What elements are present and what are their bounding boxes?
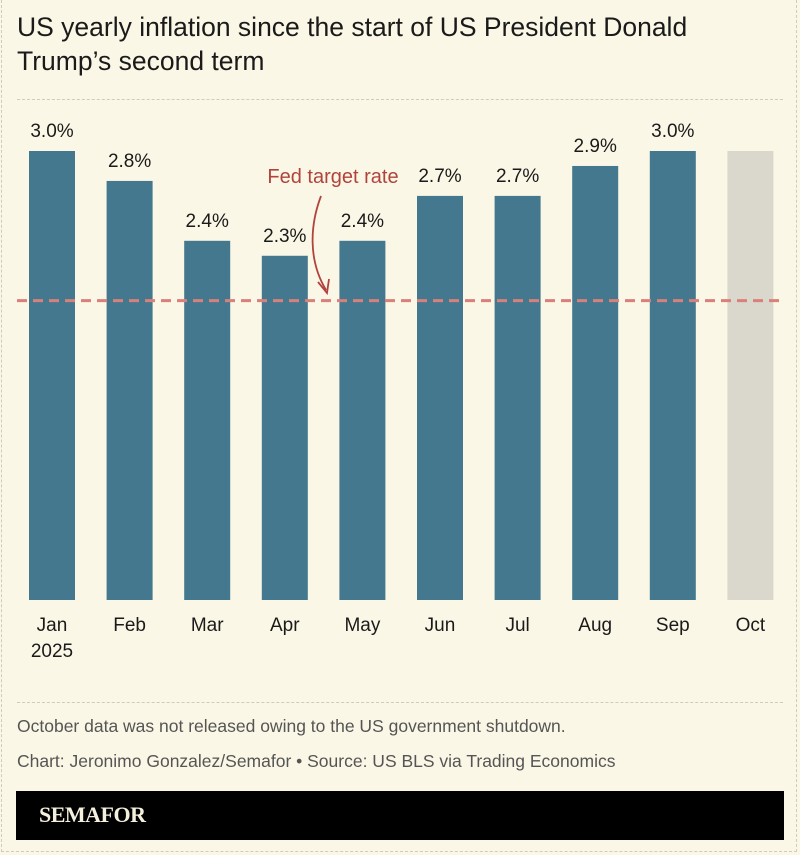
x-tick-label: Sep — [656, 615, 690, 636]
data-label: 2.9% — [574, 136, 617, 157]
divider — [17, 702, 783, 703]
x-tick-label: Apr — [270, 615, 300, 636]
data-label: 2.3% — [263, 226, 306, 247]
bar-chart: 3.0% Jan 2025 2.8% Feb 2.4% Mar 2.3% Apr 2.4% May 2… — [17, 121, 783, 662]
semafor-logo: SEMAFOR — [39, 802, 146, 827]
bar-mar — [184, 240, 231, 601]
data-label: 3.0% — [651, 121, 694, 142]
fed-target-label: Fed target rate — [267, 166, 398, 188]
bar-jan — [29, 151, 75, 600]
x-tick-label: Jun — [425, 615, 456, 636]
annotation-arrow — [311, 195, 327, 291]
data-label: 3.0% — [30, 121, 73, 142]
bar-jun — [417, 195, 463, 600]
bar-sep — [649, 151, 696, 600]
data-label: 2.8% — [108, 151, 151, 172]
bar-placeholder-oct — [727, 151, 774, 600]
bar-jul — [494, 195, 541, 600]
bar-feb — [106, 180, 153, 600]
bar-aug — [572, 165, 619, 600]
divider — [17, 99, 783, 100]
x-tick-label: Mar — [191, 615, 224, 636]
x-tick-label: Feb — [113, 615, 146, 636]
x-tick-label: May — [344, 615, 380, 636]
x-tick-label: Aug — [578, 615, 612, 636]
x-tick-sublabel: 2025 — [31, 641, 73, 662]
bar-apr — [261, 255, 308, 600]
brand-bar: SEMAFOR — [16, 791, 784, 840]
credit: Chart: Jeronimo Gonzalez/Semafor • Sourc… — [17, 751, 616, 771]
data-label: 2.7% — [496, 166, 539, 187]
x-tick-label: Jul — [505, 615, 529, 636]
data-label: 2.4% — [186, 211, 229, 232]
x-tick-label: Oct — [736, 615, 766, 636]
data-label: 2.4% — [341, 211, 384, 232]
chart-title: US yearly inflation since the start of U… — [17, 12, 688, 76]
x-tick-label: Jan — [37, 615, 68, 636]
footnote: October data was not released owing to t… — [17, 716, 566, 736]
data-label: 2.7% — [418, 166, 461, 187]
arrowhead-icon — [317, 278, 330, 296]
bar-may — [339, 240, 386, 601]
